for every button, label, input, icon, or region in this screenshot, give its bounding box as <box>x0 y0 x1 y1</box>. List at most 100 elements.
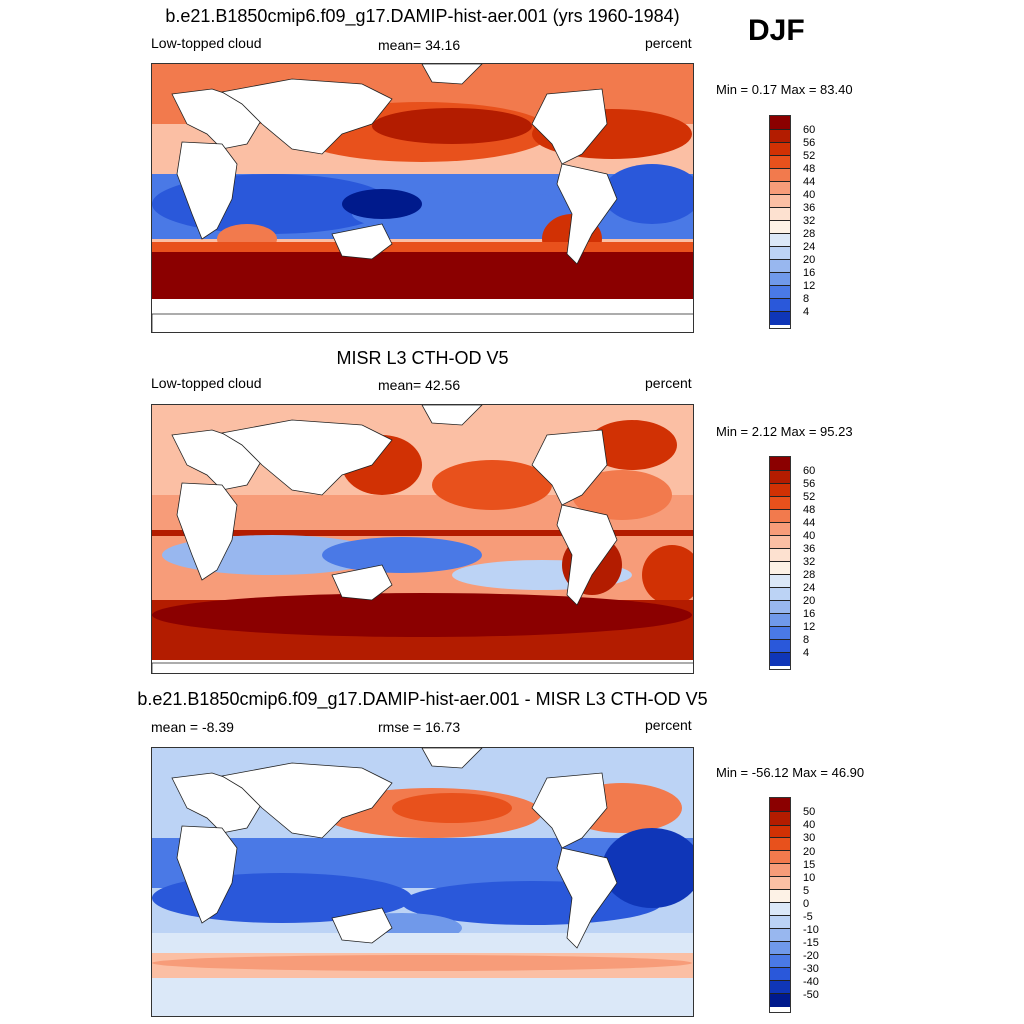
colorbar-swatch <box>770 916 790 929</box>
colorbar-swatch <box>770 523 790 536</box>
colorbar-swatch <box>770 864 790 877</box>
colorbar-swatch <box>770 299 790 312</box>
colorbar-label: 28 <box>803 569 816 581</box>
colorbar-swatch <box>770 653 790 666</box>
colorbar-label: 0 <box>803 898 810 910</box>
panel-2-units-label: percent <box>645 375 692 391</box>
colorbar-label: 40 <box>803 819 816 831</box>
panel-3-colorbar <box>769 797 791 1013</box>
colorbar-swatch <box>770 812 790 826</box>
colorbar-label: 12 <box>803 280 816 292</box>
colorbar-label: 40 <box>803 530 816 542</box>
colorbar-swatch <box>770 484 790 497</box>
panel-1-land-masses <box>152 64 693 332</box>
colorbar-swatch <box>770 640 790 653</box>
colorbar-label: 4 <box>803 647 810 659</box>
colorbar-swatch <box>770 826 790 838</box>
colorbar-label: 4 <box>803 306 810 318</box>
panel-1-units-label: percent <box>645 35 692 51</box>
colorbar-swatch <box>770 510 790 523</box>
colorbar-label: 50 <box>803 806 816 818</box>
colorbar-label: 40 <box>803 189 816 201</box>
colorbar-swatch <box>770 549 790 562</box>
panel-2-map <box>151 404 694 674</box>
colorbar-label: 60 <box>803 124 816 136</box>
colorbar-swatch <box>770 208 790 221</box>
colorbar-swatch <box>770 195 790 208</box>
colorbar-swatch <box>770 942 790 955</box>
colorbar-swatch <box>770 536 790 549</box>
panel-3-units-label: percent <box>645 717 692 733</box>
colorbar-label: -40 <box>803 976 819 988</box>
colorbar-swatch <box>770 562 790 575</box>
colorbar-swatch <box>770 247 790 260</box>
colorbar-label: 16 <box>803 267 816 279</box>
colorbar-swatch <box>770 968 790 981</box>
colorbar-label: 15 <box>803 859 816 871</box>
colorbar-swatch <box>770 851 790 864</box>
colorbar-swatch <box>770 838 790 851</box>
panel-3-mean-label: mean = -8.39 <box>151 719 234 735</box>
colorbar-swatch <box>770 955 790 968</box>
colorbar-label: 8 <box>803 293 810 305</box>
panel-3-rmse-label: rmse = 16.73 <box>378 719 461 735</box>
panel-2-title: MISR L3 CTH-OD V5 <box>336 348 509 368</box>
colorbar-swatch <box>770 877 790 890</box>
colorbar-swatch <box>770 601 790 614</box>
colorbar-swatch <box>770 614 790 627</box>
colorbar-label: 32 <box>803 215 816 227</box>
panel-1-colorbar <box>769 115 791 329</box>
panel-1-mean-label: mean= 34.16 <box>378 37 461 53</box>
colorbar-label: 16 <box>803 608 816 620</box>
panel-1-map <box>151 63 694 333</box>
colorbar-swatch <box>770 497 790 510</box>
colorbar-swatch <box>770 116 790 130</box>
colorbar-swatch <box>770 234 790 247</box>
colorbar-label: 12 <box>803 621 816 633</box>
colorbar-label: 20 <box>803 254 816 266</box>
colorbar-label: -10 <box>803 924 819 936</box>
panel-2-mean-label: mean= 42.56 <box>378 377 461 393</box>
colorbar-swatch <box>770 221 790 234</box>
colorbar-swatch <box>770 994 790 1007</box>
panel-2-land-masses <box>152 405 693 673</box>
colorbar-swatch <box>770 169 790 182</box>
colorbar-swatch <box>770 890 790 903</box>
colorbar-label: 44 <box>803 517 816 529</box>
colorbar-label: 36 <box>803 543 816 555</box>
colorbar-label: 5 <box>803 885 810 897</box>
panel-2-variable-label: Low-topped cloud <box>151 375 262 391</box>
colorbar-swatch <box>770 457 790 471</box>
panel-3-title: b.e21.B1850cmip6.f09_g17.DAMIP-hist-aer.… <box>137 689 708 709</box>
colorbar-label: 24 <box>803 241 816 253</box>
colorbar-swatch <box>770 981 790 994</box>
colorbar-swatch <box>770 286 790 299</box>
panel-3-minmax: Min = -56.12 Max = 46.90 <box>716 765 865 780</box>
colorbar-swatch <box>770 575 790 588</box>
colorbar-label: 60 <box>803 465 816 477</box>
colorbar-label: 52 <box>803 491 816 503</box>
colorbar-swatch <box>770 929 790 942</box>
panel-2-map-plot <box>152 405 693 673</box>
colorbar-label: -15 <box>803 937 819 949</box>
colorbar-label: 56 <box>803 478 816 490</box>
colorbar-label: -30 <box>803 963 819 975</box>
panel-2-minmax: Min = 2.12 Max = 95.23 <box>716 424 853 439</box>
colorbar-swatch <box>770 130 790 143</box>
colorbar-label: 56 <box>803 137 816 149</box>
colorbar-swatch <box>770 588 790 601</box>
colorbar-swatch <box>770 312 790 325</box>
colorbar-swatch <box>770 143 790 156</box>
panel-1-title: b.e21.B1850cmip6.f09_g17.DAMIP-hist-aer.… <box>165 6 680 26</box>
colorbar-label: -20 <box>803 950 819 962</box>
panel-1-minmax: Min = 0.17 Max = 83.40 <box>716 82 853 97</box>
panel-3-land-masses <box>171 748 618 949</box>
panel-1-variable-label: Low-topped cloud <box>151 35 262 51</box>
colorbar-label: 32 <box>803 556 816 568</box>
colorbar-swatch <box>770 798 790 812</box>
colorbar-label: 20 <box>803 846 816 858</box>
colorbar-label: 30 <box>803 832 816 844</box>
panel-3-map <box>151 747 694 1017</box>
colorbar-swatch <box>770 182 790 195</box>
colorbar-label: 24 <box>803 582 816 594</box>
